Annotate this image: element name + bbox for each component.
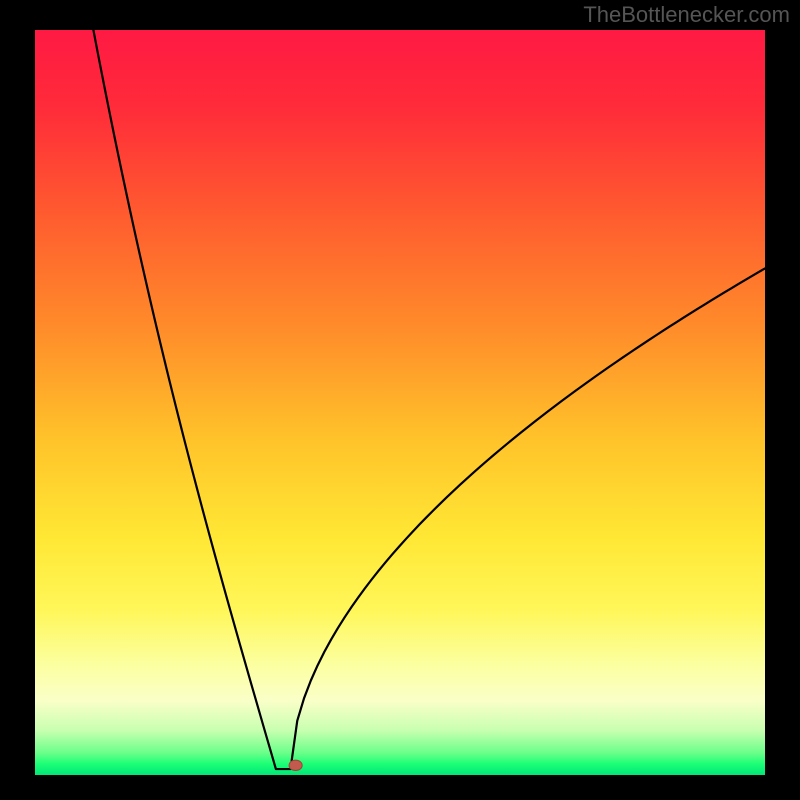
plot-area: [35, 30, 765, 775]
watermark-text: TheBottlenecker.com: [583, 2, 790, 27]
chart-svg: TheBottlenecker.com: [0, 0, 800, 800]
bottleneck-marker: [289, 760, 302, 770]
bottleneck-chart: TheBottlenecker.com: [0, 0, 800, 800]
